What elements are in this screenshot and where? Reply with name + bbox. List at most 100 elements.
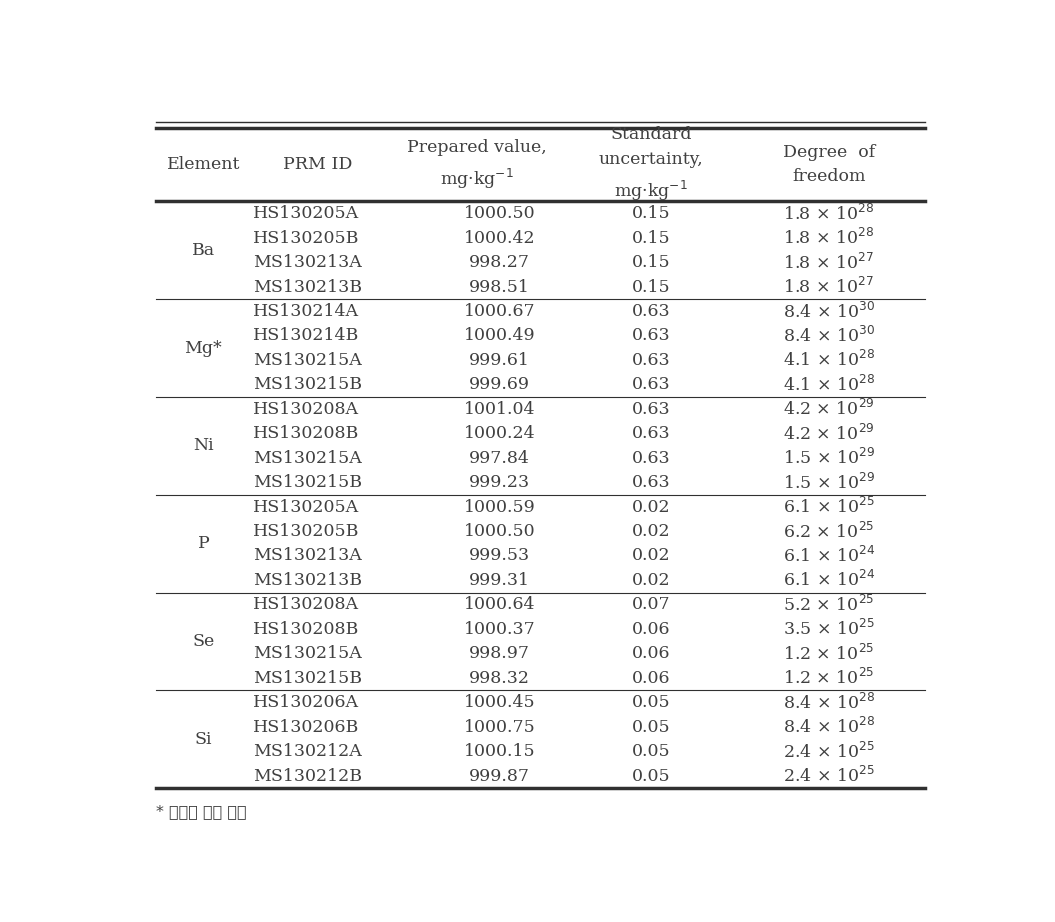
Text: 1.5 × 10$^{29}$: 1.5 × 10$^{29}$ — [783, 448, 875, 468]
Text: Prepared value,
mg·kg$^{-1}$: Prepared value, mg·kg$^{-1}$ — [407, 138, 548, 191]
Text: MS130215A: MS130215A — [253, 450, 362, 467]
Text: HS130208B: HS130208B — [253, 425, 359, 443]
Text: MS130213B: MS130213B — [253, 278, 362, 296]
Text: 0.06: 0.06 — [632, 645, 670, 662]
Text: 1001.04: 1001.04 — [463, 401, 535, 418]
Text: 1.2 × 10$^{25}$: 1.2 × 10$^{25}$ — [783, 644, 875, 664]
Text: 0.05: 0.05 — [632, 718, 670, 736]
Text: PRM ID: PRM ID — [283, 156, 352, 173]
Text: 1.8 × 10$^{28}$: 1.8 × 10$^{28}$ — [783, 228, 875, 248]
Text: 999.31: 999.31 — [468, 572, 530, 589]
Text: 0.02: 0.02 — [632, 499, 670, 515]
Text: HS130206B: HS130206B — [253, 718, 359, 736]
Text: 8.4 × 10$^{30}$: 8.4 × 10$^{30}$ — [783, 301, 875, 322]
Text: 6.1 × 10$^{24}$: 6.1 × 10$^{24}$ — [783, 571, 875, 590]
Text: 0.05: 0.05 — [632, 767, 670, 785]
Text: HS130214A: HS130214A — [253, 303, 359, 320]
Text: 6.1 × 10$^{24}$: 6.1 × 10$^{24}$ — [783, 546, 875, 566]
Text: Mg*: Mg* — [185, 339, 223, 357]
Text: HS130208A: HS130208A — [253, 597, 359, 613]
Text: 0.07: 0.07 — [632, 597, 670, 613]
Text: P: P — [197, 536, 209, 552]
Text: 6.1 × 10$^{25}$: 6.1 × 10$^{25}$ — [783, 497, 875, 517]
Text: 3.5 × 10$^{25}$: 3.5 × 10$^{25}$ — [783, 620, 875, 639]
Text: HS130208B: HS130208B — [253, 621, 359, 638]
Text: MS130213A: MS130213A — [253, 548, 362, 564]
Text: 999.61: 999.61 — [469, 352, 530, 369]
Text: MS130215A: MS130215A — [253, 645, 362, 662]
Text: MS130213B: MS130213B — [253, 572, 362, 589]
Text: 0.63: 0.63 — [632, 352, 670, 369]
Text: HS130208A: HS130208A — [253, 401, 359, 418]
Text: 5.2 × 10$^{25}$: 5.2 × 10$^{25}$ — [783, 595, 875, 615]
Text: 999.23: 999.23 — [468, 474, 530, 491]
Text: 0.02: 0.02 — [632, 572, 670, 589]
Text: HS130205A: HS130205A — [253, 206, 359, 222]
Text: 999.87: 999.87 — [468, 767, 530, 785]
Text: 1000.75: 1000.75 — [463, 718, 535, 736]
Text: 0.06: 0.06 — [632, 669, 670, 687]
Text: Degree  of
freedom: Degree of freedom — [783, 144, 875, 185]
Text: Se: Se — [192, 633, 214, 650]
Text: 1000.15: 1000.15 — [463, 743, 535, 760]
Text: 1.8 × 10$^{28}$: 1.8 × 10$^{28}$ — [783, 204, 875, 224]
Text: Ni: Ni — [193, 437, 214, 455]
Text: 2.4 × 10$^{25}$: 2.4 × 10$^{25}$ — [783, 741, 875, 762]
Text: 0.15: 0.15 — [632, 278, 670, 296]
Text: 0.06: 0.06 — [632, 621, 670, 638]
Text: 1000.67: 1000.67 — [463, 303, 535, 320]
Text: 8.4 × 10$^{30}$: 8.4 × 10$^{30}$ — [783, 325, 875, 346]
Text: 1000.42: 1000.42 — [463, 230, 535, 247]
Text: 0.15: 0.15 — [632, 254, 670, 271]
Text: 8.4 × 10$^{28}$: 8.4 × 10$^{28}$ — [783, 692, 875, 713]
Text: 0.63: 0.63 — [632, 376, 670, 394]
Text: 0.63: 0.63 — [632, 474, 670, 491]
Text: 1000.64: 1000.64 — [463, 597, 535, 613]
Text: MS130212B: MS130212B — [253, 767, 362, 785]
Text: 2.4 × 10$^{25}$: 2.4 × 10$^{25}$ — [783, 766, 875, 786]
Text: 1000.37: 1000.37 — [463, 621, 535, 638]
Text: 998.27: 998.27 — [468, 254, 530, 271]
Text: HS130214B: HS130214B — [253, 327, 359, 345]
Text: MS130215B: MS130215B — [253, 474, 362, 491]
Text: 0.15: 0.15 — [632, 206, 670, 222]
Text: 1000.59: 1000.59 — [463, 499, 535, 515]
Text: 1000.50: 1000.50 — [463, 206, 535, 222]
Text: 1000.50: 1000.50 — [463, 523, 535, 540]
Text: 4.2 × 10$^{29}$: 4.2 × 10$^{29}$ — [783, 399, 875, 420]
Text: 998.97: 998.97 — [468, 645, 530, 662]
Text: 1.5 × 10$^{29}$: 1.5 × 10$^{29}$ — [783, 473, 875, 492]
Text: 6.2 × 10$^{25}$: 6.2 × 10$^{25}$ — [783, 522, 875, 541]
Text: HS130205A: HS130205A — [253, 499, 359, 515]
Text: 0.63: 0.63 — [632, 450, 670, 467]
Text: 0.02: 0.02 — [632, 548, 670, 564]
Text: MS130215A: MS130215A — [253, 352, 362, 369]
Text: 0.63: 0.63 — [632, 303, 670, 320]
Text: 998.51: 998.51 — [469, 278, 530, 296]
Text: 1.2 × 10$^{25}$: 1.2 × 10$^{25}$ — [783, 668, 875, 689]
Text: Standard
uncertainty,
mg·kg$^{-1}$: Standard uncertainty, mg·kg$^{-1}$ — [598, 126, 704, 203]
Text: 4.1 × 10$^{28}$: 4.1 × 10$^{28}$ — [783, 375, 875, 395]
Text: 0.05: 0.05 — [632, 694, 670, 711]
Text: 1.8 × 10$^{27}$: 1.8 × 10$^{27}$ — [783, 277, 875, 297]
Text: MS130213A: MS130213A — [253, 254, 362, 271]
Text: 1000.45: 1000.45 — [463, 694, 535, 711]
Text: 0.63: 0.63 — [632, 401, 670, 418]
Text: 8.4 × 10$^{28}$: 8.4 × 10$^{28}$ — [783, 717, 875, 738]
Text: HS130205B: HS130205B — [253, 523, 360, 540]
Text: 1.8 × 10$^{27}$: 1.8 × 10$^{27}$ — [783, 253, 875, 273]
Text: 1000.49: 1000.49 — [463, 327, 535, 345]
Text: 0.63: 0.63 — [632, 327, 670, 345]
Text: 1000.24: 1000.24 — [463, 425, 535, 443]
Text: Element: Element — [167, 156, 241, 173]
Text: 4.2 × 10$^{29}$: 4.2 × 10$^{29}$ — [783, 424, 875, 443]
Text: 999.53: 999.53 — [468, 548, 530, 564]
Text: 997.84: 997.84 — [469, 450, 530, 467]
Text: 998.32: 998.32 — [468, 669, 530, 687]
Text: 0.63: 0.63 — [632, 425, 670, 443]
Text: 4.1 × 10$^{28}$: 4.1 × 10$^{28}$ — [783, 350, 875, 371]
Text: 0.05: 0.05 — [632, 743, 670, 760]
Text: MS130215B: MS130215B — [253, 376, 362, 394]
Text: MS130215B: MS130215B — [253, 669, 362, 687]
Text: HS130206A: HS130206A — [253, 694, 359, 711]
